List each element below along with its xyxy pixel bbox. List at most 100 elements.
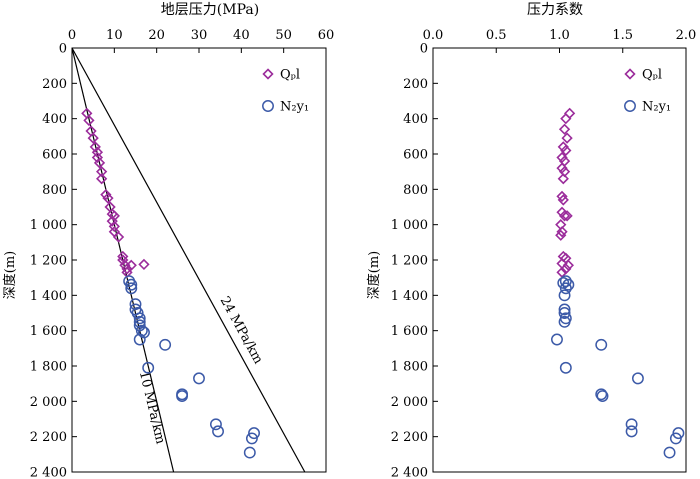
data-point-circle bbox=[625, 425, 638, 438]
series-n2y1 bbox=[123, 275, 260, 459]
y-tick-label: 2 200 bbox=[391, 430, 428, 445]
y-tick-label: 600 bbox=[42, 148, 67, 163]
data-point-diamond bbox=[561, 210, 573, 222]
legend-label-n2y1: N₂y₁ bbox=[642, 100, 671, 115]
y-tick-label: 800 bbox=[42, 183, 67, 198]
data-point-diamond bbox=[108, 210, 120, 222]
data-point-diamond bbox=[138, 258, 150, 271]
data-point-diamond bbox=[117, 250, 129, 263]
data-point-circle bbox=[595, 388, 608, 401]
x-tick-label: 0 bbox=[68, 28, 76, 43]
data-point-circle bbox=[663, 446, 676, 459]
data-point-circle bbox=[135, 324, 148, 337]
series-qpl bbox=[81, 107, 150, 278]
x-tick-label: 0.5 bbox=[486, 28, 507, 43]
data-point-circle bbox=[243, 446, 256, 459]
data-point-circle bbox=[559, 282, 572, 295]
legend-marker-qpl bbox=[624, 68, 636, 80]
data-point-circle bbox=[631, 372, 644, 385]
data-point-diamond bbox=[106, 215, 118, 227]
legend-label-qpl: Qₚl bbox=[280, 68, 300, 83]
data-point-diamond bbox=[556, 190, 568, 203]
y-tick-label: 600 bbox=[403, 148, 428, 163]
data-point-diamond bbox=[560, 144, 572, 157]
data-point-circle bbox=[142, 361, 155, 374]
data-point-circle bbox=[558, 315, 571, 328]
y-tick-label: 1 600 bbox=[391, 324, 428, 339]
data-point-diamond bbox=[558, 123, 571, 135]
legend-marker-n2y1 bbox=[624, 100, 636, 112]
data-point-circle bbox=[595, 338, 608, 351]
data-point-diamond bbox=[561, 132, 573, 144]
x-tick-label: 2.0 bbox=[676, 28, 697, 43]
legend-marker-qpl bbox=[262, 68, 274, 80]
data-point-diamond bbox=[555, 229, 567, 241]
panel-right-title: 压力系数 bbox=[527, 2, 583, 18]
x-tick-label: 1.0 bbox=[549, 28, 570, 43]
y-tick-label: 0 bbox=[420, 42, 428, 57]
data-point-diamond bbox=[83, 114, 95, 127]
x-tick-label: 40 bbox=[233, 28, 250, 43]
data-point-diamond bbox=[125, 259, 137, 271]
y-tick-label: 0 bbox=[59, 42, 67, 57]
data-point-diamond bbox=[112, 231, 125, 243]
data-point-circle bbox=[129, 298, 142, 311]
y-tick-label: 200 bbox=[42, 77, 67, 92]
data-point-circle bbox=[559, 361, 572, 374]
data-point-circle bbox=[131, 307, 144, 319]
panel-pressure-coefficient: 压力系数 深度(m) 0.0 0.5 1.0 1.5 2.0 0 200 400 600 800 1… bbox=[366, 2, 696, 479]
y-tick-label: 2 000 bbox=[30, 395, 67, 410]
y-tick-label: 1 000 bbox=[30, 218, 67, 233]
data-point-diamond bbox=[108, 220, 120, 233]
y-tick-label: 200 bbox=[403, 77, 428, 92]
y-tick-label: 1 200 bbox=[30, 254, 67, 269]
data-point-circle bbox=[596, 390, 609, 402]
y-tick-label: 1 200 bbox=[391, 254, 428, 269]
data-point-diamond bbox=[100, 189, 112, 201]
data-point-circle bbox=[125, 278, 138, 291]
panel-right-ylabel: 深度(m) bbox=[366, 251, 382, 299]
data-point-diamond bbox=[96, 173, 108, 185]
y-tick-label: 400 bbox=[42, 112, 67, 127]
y-tick-label: 2 200 bbox=[30, 430, 67, 445]
x-tick-label: 50 bbox=[275, 28, 292, 43]
legend: Qₚl N₂y₁ bbox=[624, 68, 671, 115]
data-point-diamond bbox=[560, 113, 572, 125]
x-tick-label: 60 bbox=[318, 28, 335, 43]
data-point-circle bbox=[133, 315, 146, 328]
data-point-diamond bbox=[563, 107, 576, 119]
x-tick-label: 30 bbox=[191, 28, 208, 43]
legend-label-n2y1: N₂y₁ bbox=[280, 100, 309, 115]
data-point-diamond bbox=[556, 226, 568, 238]
data-point-circle bbox=[159, 338, 172, 351]
data-point-circle bbox=[558, 307, 571, 319]
data-point-circle bbox=[551, 333, 563, 346]
gradient-line bbox=[71, 47, 306, 473]
y-tick-label: 800 bbox=[403, 183, 428, 198]
data-point-diamond bbox=[96, 166, 108, 178]
y-tick-label: 2 000 bbox=[391, 395, 428, 410]
data-point-circle bbox=[133, 312, 146, 325]
y-tick-label: 1 400 bbox=[391, 289, 428, 304]
panel-left-title: 地层压力(MPa) bbox=[161, 2, 259, 18]
data-point-circle bbox=[559, 275, 572, 288]
data-point-circle bbox=[245, 432, 258, 445]
data-point-diamond bbox=[102, 192, 114, 204]
data-point-circle bbox=[176, 390, 189, 402]
data-point-diamond bbox=[557, 173, 569, 185]
data-point-diamond bbox=[557, 194, 569, 206]
data-point-diamond bbox=[91, 151, 104, 164]
series-qpl bbox=[555, 107, 576, 278]
data-point-circle bbox=[209, 418, 222, 431]
data-point-diamond bbox=[558, 210, 571, 222]
y-tick-label: 1 800 bbox=[30, 360, 67, 375]
gradient-line-label: 10 MPa/km bbox=[136, 370, 168, 446]
legend: Qₚl N₂y₁ bbox=[262, 68, 309, 115]
data-point-circle bbox=[133, 333, 146, 346]
y-tick-label: 400 bbox=[403, 112, 428, 127]
x-tick-label: 1.5 bbox=[612, 28, 633, 43]
data-point-circle bbox=[669, 432, 682, 445]
panel-left-ylabel: 深度(m) bbox=[2, 251, 18, 299]
data-point-diamond bbox=[87, 132, 99, 144]
